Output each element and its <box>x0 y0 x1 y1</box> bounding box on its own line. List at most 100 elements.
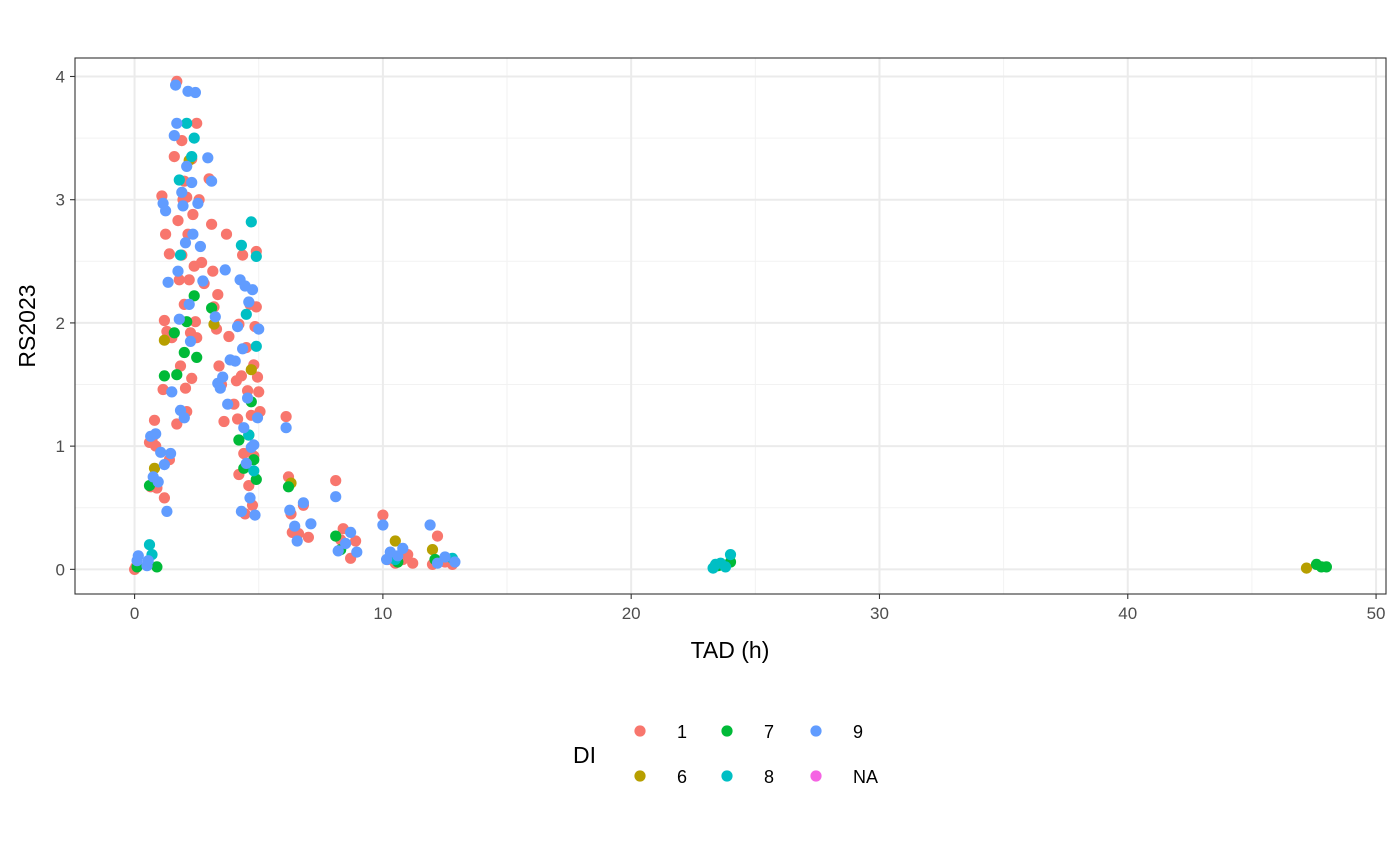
data-point <box>143 480 156 492</box>
data-point <box>377 509 389 521</box>
data-point <box>431 557 444 569</box>
data-point <box>188 132 200 144</box>
data-point <box>389 535 401 547</box>
data-point <box>297 497 309 509</box>
data-point <box>206 175 218 187</box>
plot-border <box>74 57 1387 595</box>
data-point <box>280 411 292 423</box>
legend-key <box>721 725 733 737</box>
data-point <box>238 422 250 434</box>
data-point <box>158 314 170 327</box>
data-point <box>302 531 314 543</box>
data-point <box>431 530 444 542</box>
data-point <box>161 505 173 517</box>
legend-key <box>634 725 646 737</box>
data-point <box>439 551 451 563</box>
data-point <box>174 360 187 372</box>
data-point <box>183 274 195 286</box>
data-point <box>168 327 180 339</box>
data-point <box>223 330 235 343</box>
x-tick-label: 0 <box>130 604 139 623</box>
data-point <box>253 386 265 398</box>
data-point <box>178 346 190 359</box>
data-point <box>165 447 177 460</box>
data-point <box>332 545 344 557</box>
data-point <box>237 249 249 261</box>
data-point <box>158 459 170 471</box>
data-point <box>253 323 265 335</box>
data-point <box>248 465 260 477</box>
data-point <box>291 535 303 547</box>
data-point <box>246 284 259 296</box>
data-point <box>209 311 221 323</box>
data-point <box>186 372 198 384</box>
data-point <box>235 505 247 517</box>
x-tick-label: 20 <box>622 604 641 623</box>
data-point <box>151 561 163 573</box>
data-point <box>168 130 180 142</box>
data-point <box>197 275 209 287</box>
x-tick-label: 40 <box>1118 604 1137 623</box>
data-point <box>232 413 244 425</box>
data-point <box>170 79 182 91</box>
data-point <box>183 298 195 310</box>
x-tick-label: 50 <box>1367 604 1386 623</box>
legend: DI 1 6 7 8 9 NA <box>573 722 878 787</box>
data-point <box>237 343 249 355</box>
data-point <box>219 264 231 276</box>
data-point <box>158 334 170 346</box>
grid-minor <box>75 58 1386 594</box>
x-tick-label: 10 <box>373 604 392 623</box>
data-point <box>176 186 188 198</box>
data-point <box>217 371 229 383</box>
data-point <box>150 428 162 440</box>
data-point <box>251 412 264 424</box>
data-point <box>189 316 201 328</box>
legend-label: 8 <box>764 767 774 787</box>
data-point <box>407 557 419 569</box>
data-point <box>238 447 250 460</box>
data-point <box>229 355 241 367</box>
data-point <box>192 197 204 209</box>
legend-label: 9 <box>853 722 863 742</box>
legend-label: NA <box>853 767 878 787</box>
data-point <box>178 412 190 424</box>
data-point <box>160 228 172 240</box>
data-point <box>218 415 230 428</box>
data-point <box>148 414 161 426</box>
data-point <box>243 296 255 308</box>
data-point <box>206 218 218 230</box>
data-point <box>181 117 193 129</box>
data-point <box>245 216 257 228</box>
data-point <box>305 518 317 530</box>
data-point <box>189 86 201 99</box>
data-point <box>163 248 175 260</box>
legend-key <box>810 770 822 782</box>
legend-key <box>721 770 733 782</box>
data-point <box>250 340 262 352</box>
legend-title: DI <box>573 742 596 768</box>
data-point <box>184 335 197 347</box>
data-point <box>155 446 167 458</box>
legend-label: 1 <box>677 722 687 742</box>
data-point <box>340 537 352 550</box>
data-point <box>187 228 199 240</box>
data-points <box>129 75 1332 576</box>
data-point <box>191 351 203 363</box>
legend-key <box>634 770 646 782</box>
data-point <box>214 382 226 394</box>
data-point <box>330 530 342 542</box>
y-axis-ticks: 0 1 2 3 4 <box>56 67 75 579</box>
data-point <box>251 371 264 383</box>
data-point <box>248 439 260 451</box>
data-point <box>166 386 178 398</box>
data-point <box>179 382 192 394</box>
data-point <box>282 481 295 493</box>
data-point <box>284 504 296 516</box>
x-tick-label: 30 <box>870 604 889 623</box>
data-point <box>220 228 233 240</box>
data-point <box>242 392 254 404</box>
data-point <box>152 476 164 488</box>
data-point <box>194 240 206 253</box>
data-point <box>397 542 409 555</box>
